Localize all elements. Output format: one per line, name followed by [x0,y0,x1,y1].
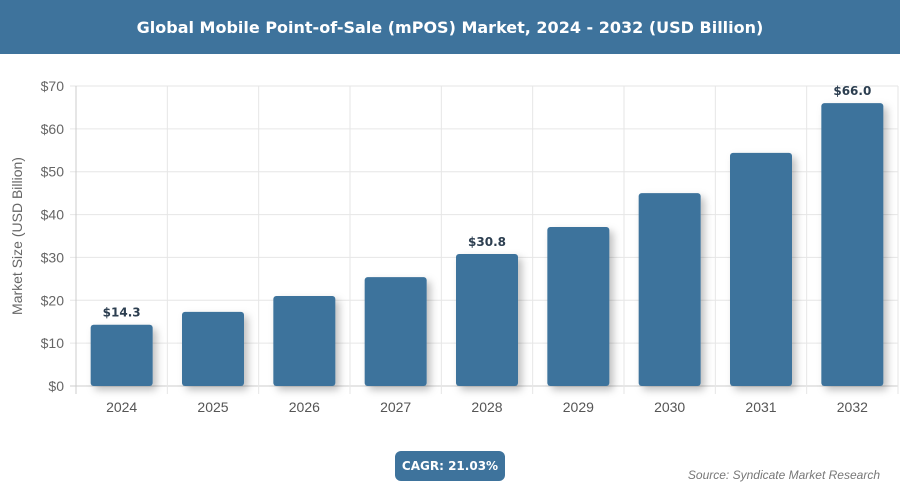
bar-2029 [547,227,610,386]
bar-2030 [638,193,701,386]
bar-2028 [456,254,518,386]
x-tick-label: 2024 [106,399,137,415]
chart-title: Global Mobile Point-of-Sale (mPOS) Marke… [0,0,900,54]
cagr-badge: CAGR: 21.03% [395,451,505,481]
data-label: $30.8 [468,235,506,249]
y-tick-label: $50 [41,164,65,180]
bar-2031 [730,152,792,386]
data-label: $14.3 [103,306,141,320]
x-tick-label: 2025 [197,399,228,415]
y-tick-label: $0 [48,378,64,394]
bar-2025 [182,311,244,386]
bar-2024 [90,324,153,386]
y-axis-label: Market Size (USD Billion) [9,157,25,315]
data-label: $66.0 [833,84,871,98]
y-tick-label: $10 [41,335,65,351]
x-tick-label: 2027 [380,399,411,415]
y-tick-label: $60 [41,121,65,137]
bar-2032 [821,103,884,387]
y-tick-label: $20 [41,292,65,308]
x-tick-label: 2026 [289,399,320,415]
bar-2027 [364,277,427,386]
x-tick-label: 2031 [745,399,776,415]
x-tick-label: 2029 [563,399,594,415]
bar-2026 [273,296,336,386]
x-tick-label: 2030 [654,399,685,415]
x-tick-label: 2028 [471,399,502,415]
x-tick-label: 2032 [837,399,868,415]
y-tick-label: $30 [41,249,65,265]
y-tick-label: $40 [41,207,65,223]
source-note: Source: Syndicate Market Research [687,468,880,482]
y-tick-label: $70 [41,78,65,94]
